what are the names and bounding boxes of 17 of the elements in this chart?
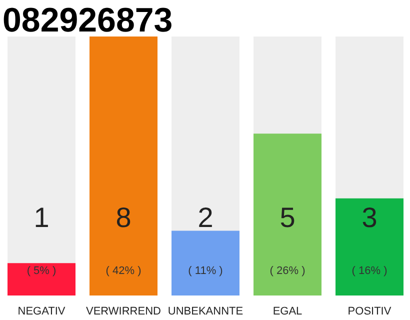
data-label: 2 xyxy=(198,202,214,233)
annotation: ( 26% ) xyxy=(270,264,306,277)
chart-title: 082926873 xyxy=(2,2,173,40)
annotation: ( 42% ) xyxy=(106,264,142,277)
annotation: ( 5% ) xyxy=(26,264,56,277)
data-label: 5 xyxy=(280,202,296,233)
bar xyxy=(8,263,76,296)
x-tick-label: VERWIRREND xyxy=(86,306,162,318)
data-label: 8 xyxy=(116,202,132,233)
data-label: 1 xyxy=(34,202,50,233)
x-tick-label: EGAL xyxy=(272,306,302,318)
annotation: ( 11% ) xyxy=(188,264,223,277)
data-label: 3 xyxy=(362,202,378,233)
x-tick-label: UNBEKANNTE xyxy=(168,306,244,318)
x-tick-label: NEGATIV xyxy=(18,306,66,318)
x-tick-label: POSITIV xyxy=(348,306,392,318)
annotation: ( 16% ) xyxy=(352,264,388,277)
